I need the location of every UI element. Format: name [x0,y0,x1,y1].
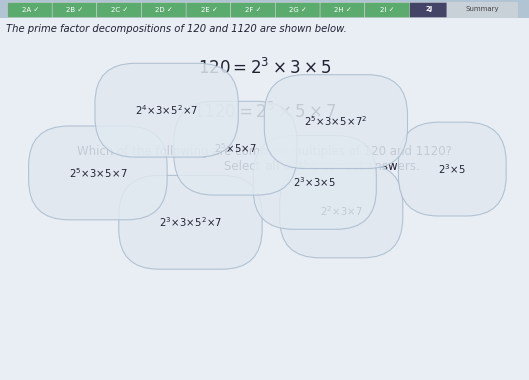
Text: $2^5\!\times\!3\!\times\!5\!\times\!7^2$: $2^5\!\times\!3\!\times\!5\!\times\!7^2$ [304,115,368,128]
Text: of the correct answers.: of the correct answers. [280,160,420,174]
Text: $2^5\!\times\!3\!\times\!5\!\times\!7$: $2^5\!\times\!3\!\times\!5\!\times\!7$ [69,166,127,180]
FancyBboxPatch shape [0,0,529,18]
Text: 2G ✓: 2G ✓ [289,6,307,13]
FancyBboxPatch shape [97,3,141,17]
FancyBboxPatch shape [231,3,276,17]
FancyBboxPatch shape [141,3,186,17]
Text: Which of the following are common multiples of 120 and 1120?: Which of the following are common multip… [77,146,452,158]
Text: all: all [264,160,280,174]
Text: The prime factor decompositions of 120 and 1120 are shown below.: The prime factor decompositions of 120 a… [6,24,346,34]
FancyBboxPatch shape [52,3,97,17]
FancyBboxPatch shape [276,3,320,17]
FancyBboxPatch shape [186,3,231,17]
Text: 2H ✓: 2H ✓ [334,6,352,13]
Text: 2C ✓: 2C ✓ [111,6,128,13]
Text: $2^2\!\times\!3\!\times\!7$: $2^2\!\times\!3\!\times\!7$ [320,204,363,218]
FancyBboxPatch shape [320,3,364,17]
Text: 2F ✓: 2F ✓ [245,6,262,13]
Text: $2^3\!\times\!3\!\times\!5$: $2^3\!\times\!3\!\times\!5$ [293,176,336,189]
Text: 2D ✓: 2D ✓ [156,6,173,13]
Text: 2E ✓: 2E ✓ [200,6,217,13]
FancyBboxPatch shape [447,3,517,17]
Text: $2^3\!\times\!5$: $2^3\!\times\!5$ [439,162,466,176]
Text: $2^4\!\times\!3\!\times\!5^2\!\times\!7$: $2^4\!\times\!3\!\times\!5^2\!\times\!7$ [135,103,198,117]
FancyBboxPatch shape [409,3,447,17]
Text: $2^5\!\times\!5\!\times\!7$: $2^5\!\times\!5\!\times\!7$ [214,141,257,155]
Text: 2A ✓: 2A ✓ [22,6,39,13]
Text: $1120 = 2^5 \times 5 \times 7$: $1120 = 2^5 \times 5 \times 7$ [193,102,336,122]
Text: Select all of the correct answers.: Select all of the correct answers. [168,160,361,174]
FancyBboxPatch shape [364,3,409,17]
Text: Select: Select [224,160,264,174]
Text: Summary: Summary [466,6,499,13]
Text: 2I ✓: 2I ✓ [380,6,395,13]
Text: $2^3\!\times\!3\!\times\!5^2\!\times\!7$: $2^3\!\times\!3\!\times\!5^2\!\times\!7$ [159,215,222,229]
Text: $120 = 2^3 \times 3 \times 5$: $120 = 2^3 \times 3 \times 5$ [198,58,331,78]
Text: 2J: 2J [425,6,432,13]
FancyBboxPatch shape [7,3,52,17]
Text: 2B ✓: 2B ✓ [66,6,84,13]
